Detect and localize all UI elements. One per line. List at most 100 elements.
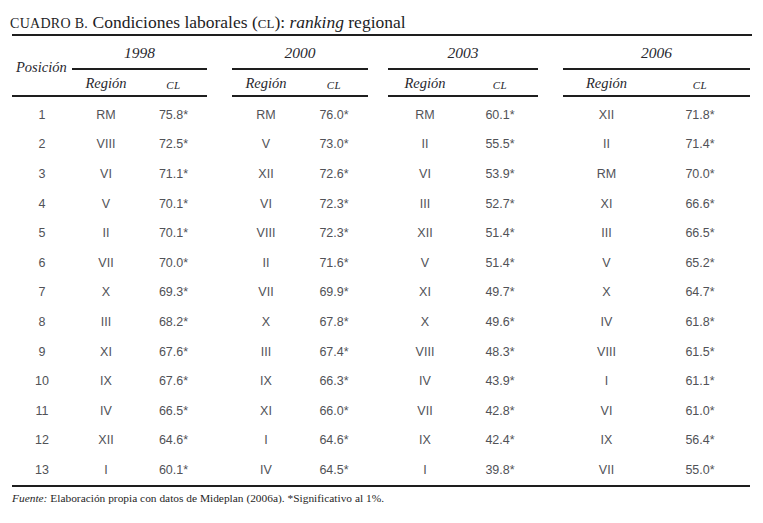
cl-value-cell: 71.4* (650, 130, 750, 160)
region-cell: IV (388, 366, 462, 396)
position-cell: 11 (12, 396, 72, 426)
cl-value-cell: 55.5* (462, 130, 538, 160)
region-cell: IV (72, 396, 140, 426)
region-cell: X (232, 307, 300, 337)
cl-value-cell: 64.7* (650, 278, 750, 308)
position-cell: 6 (12, 248, 72, 278)
region-cell: RM (72, 100, 140, 130)
region-cell: VIII (563, 337, 650, 367)
region-cell: III (72, 307, 140, 337)
region-cell: RM (232, 100, 300, 130)
header-posicion: Posición (16, 59, 67, 76)
rule-bottom (12, 485, 750, 487)
region-cell: I (388, 455, 462, 485)
region-cell: II (232, 248, 300, 278)
rule-header-bottom-3 (388, 95, 538, 97)
cl-value-cell: 69.9* (300, 278, 368, 308)
position-cell: 10 (12, 366, 72, 396)
region-cell: V (232, 130, 300, 160)
header-region-1998: Región (72, 75, 140, 92)
rule-header-bottom-4 (563, 95, 750, 97)
cl-value-cell: 68.2* (140, 307, 207, 337)
region-cell: I (563, 366, 650, 396)
cl-value-cell: 72.6* (300, 159, 368, 189)
region-cell: III (563, 218, 650, 248)
position-cell: 12 (12, 426, 72, 456)
region-cell: VI (72, 159, 140, 189)
position-cell: 1 (12, 100, 72, 130)
cl-value-cell: 61.8* (650, 307, 750, 337)
region-cell: XII (232, 159, 300, 189)
region-cell: V (388, 248, 462, 278)
region-cell: IX (563, 426, 650, 456)
region-cell: VII (232, 278, 300, 308)
region-cell: IX (72, 366, 140, 396)
cl-value-cell: 70.0* (140, 248, 207, 278)
header-region-2000: Región (232, 75, 300, 92)
region-cell: XI (388, 278, 462, 308)
cl-value-cell: 71.1* (140, 159, 207, 189)
region-cell: X (72, 278, 140, 308)
cl-value-cell: 69.3* (140, 278, 207, 308)
header-year-2003: 2003 (388, 44, 538, 62)
region-cell: IV (232, 455, 300, 485)
cl-value-cell: 61.5* (650, 337, 750, 367)
region-cell: VI (388, 159, 462, 189)
cl-value-cell: 61.0* (650, 396, 750, 426)
page: CUADRO B. Condiciones laborales (CL): ra… (0, 0, 763, 523)
region-cell: I (232, 426, 300, 456)
cl-value-cell: 70.0* (650, 159, 750, 189)
cl-value-cell: 42.8* (462, 396, 538, 426)
region-cell: X (388, 307, 462, 337)
cl-value-cell: 64.6* (300, 426, 368, 456)
region-cell: XII (72, 426, 140, 456)
cl-value-cell: 66.5* (140, 396, 207, 426)
region-cell: I (72, 455, 140, 485)
header-year-2006: 2006 (563, 44, 750, 62)
table-title-prefix: CUADRO B. (10, 16, 88, 31)
region-cell: VII (563, 455, 650, 485)
region-cell: XI (72, 337, 140, 367)
cl-value-cell: 56.4* (650, 426, 750, 456)
source-note-label: Fuente: (12, 492, 47, 504)
cl-value-cell: 71.8* (650, 100, 750, 130)
cl-value-cell: 76.0* (300, 100, 368, 130)
cl-value-cell: 60.1* (462, 100, 538, 130)
region-cell: VIII (72, 130, 140, 160)
header-cl-2006: CL (650, 79, 750, 91)
region-cell: II (563, 130, 650, 160)
cl-value-cell: 70.1* (140, 189, 207, 219)
cl-value-cell: 52.7* (462, 189, 538, 219)
region-cell: VII (388, 396, 462, 426)
region-cell: RM (563, 159, 650, 189)
cl-value-cell: 51.4* (462, 248, 538, 278)
cl-value-cell: 53.9* (462, 159, 538, 189)
region-cell: XI (563, 189, 650, 219)
region-cell: VIII (232, 218, 300, 248)
rule-header-bottom-2 (232, 95, 368, 97)
region-cell: XII (388, 218, 462, 248)
cl-value-cell: 67.6* (140, 366, 207, 396)
cl-value-cell: 72.3* (300, 189, 368, 219)
cl-value-cell: 61.1* (650, 366, 750, 396)
header-cl-1998: CL (140, 79, 207, 91)
rule-mid-1998 (72, 68, 207, 70)
source-note: Fuente: Elaboración propia con datos de … (12, 492, 384, 504)
cl-value-cell: 60.1* (140, 455, 207, 485)
region-cell: II (72, 218, 140, 248)
position-cell: 8 (12, 307, 72, 337)
cl-value-cell: 48.3* (462, 337, 538, 367)
header-year-1998: 1998 (72, 44, 207, 62)
rule-mid-2003 (388, 68, 538, 70)
cl-value-cell: 43.9* (462, 366, 538, 396)
region-cell: III (232, 337, 300, 367)
region-cell: II (388, 130, 462, 160)
cl-value-cell: 55.0* (650, 455, 750, 485)
position-cell: 4 (12, 189, 72, 219)
cl-value-cell: 51.4* (462, 218, 538, 248)
cl-value-cell: 71.6* (300, 248, 368, 278)
cl-value-cell: 66.0* (300, 396, 368, 426)
cl-value-cell: 70.1* (140, 218, 207, 248)
cl-value-cell: 64.5* (300, 455, 368, 485)
cl-value-cell: 72.3* (300, 218, 368, 248)
